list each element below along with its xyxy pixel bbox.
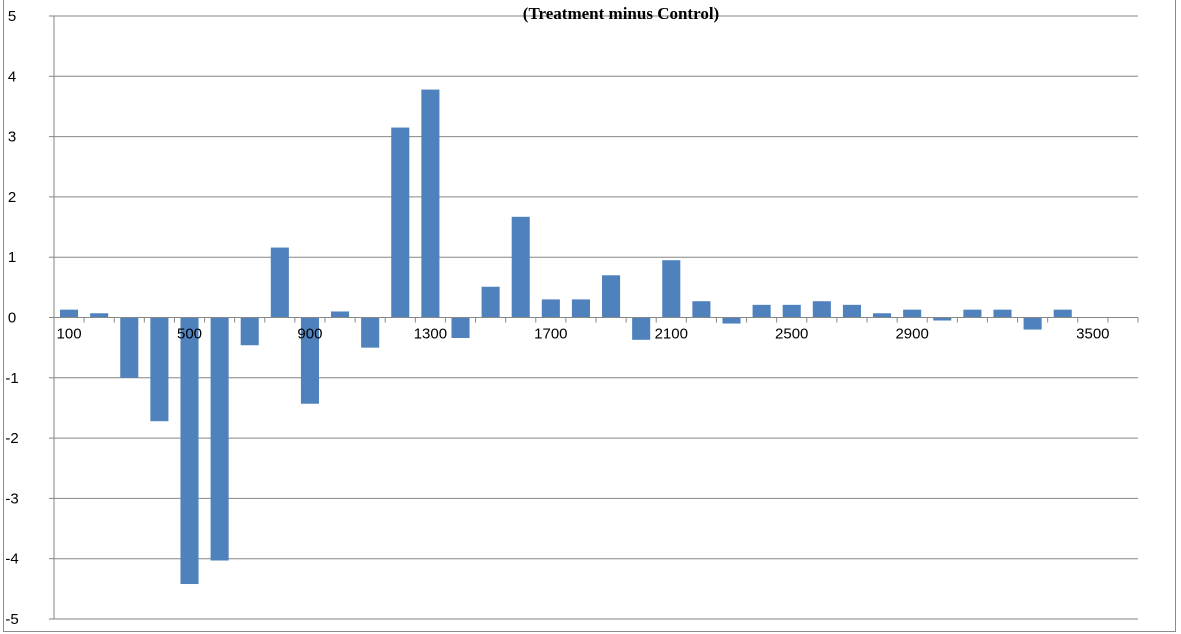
x-tick-label: 3500 (1076, 326, 1109, 343)
bar (481, 286, 500, 318)
x-tick-label: 2500 (775, 326, 808, 343)
bar (511, 216, 530, 318)
bar (602, 275, 621, 318)
x-tick-label: 100 (57, 326, 82, 343)
bar (451, 317, 470, 338)
bars (60, 89, 1072, 585)
tick-labels: 5 4 3 2 1 0 -1 -2 -3 -4 -5 100 500 900 1300 1700 2100 250… (5, 8, 1109, 628)
chart-title: (Treatment minus Control) (523, 4, 719, 23)
bar (812, 301, 831, 318)
bar (993, 309, 1012, 318)
bar (391, 127, 410, 318)
bar (421, 89, 440, 318)
y-tick-label: 1 (8, 249, 16, 266)
y-tick-label: -1 (5, 370, 18, 387)
bar (842, 304, 861, 318)
y-tick-label: -4 (5, 551, 18, 568)
bar (60, 309, 79, 318)
y-tick-label: -2 (5, 430, 18, 447)
bar (933, 317, 952, 321)
bar (571, 299, 590, 318)
bar (963, 309, 982, 318)
y-tick-label: 0 (8, 310, 16, 327)
bar (752, 304, 771, 318)
bar (873, 313, 892, 318)
axes (49, 15, 1139, 620)
bar (632, 317, 651, 340)
bar (90, 313, 109, 318)
bar (903, 309, 922, 318)
bar (361, 317, 380, 348)
bar (782, 304, 801, 318)
bar (662, 260, 681, 318)
bar (150, 317, 169, 422)
bar (240, 317, 259, 346)
gridlines (54, 15, 1138, 560)
y-tick-label: 3 (8, 129, 16, 146)
bar-chart: 5 4 3 2 1 0 -1 -2 -3 -4 -5 100 500 900 1300 1700 2100 250… (5, 4, 1139, 628)
x-tick-label: 500 (177, 326, 202, 343)
bar (1023, 317, 1042, 330)
x-tick-label: 2900 (895, 326, 928, 343)
x-tick-label: 1300 (414, 326, 447, 343)
bar (331, 311, 350, 318)
bar (722, 317, 741, 324)
y-tick-label: 2 (8, 189, 16, 206)
bar (1053, 309, 1072, 318)
bar (692, 301, 711, 318)
x-tick-label: 1700 (534, 326, 567, 343)
y-tick-label: 4 (8, 68, 16, 85)
y-tick-label: 5 (8, 8, 16, 25)
x-tick-label: 2100 (655, 326, 688, 343)
bar (300, 317, 319, 404)
x-tick-label: 900 (297, 326, 322, 343)
bar (180, 317, 199, 585)
y-tick-label: -5 (5, 611, 18, 628)
bar (120, 317, 139, 378)
y-tick-label: -3 (5, 490, 18, 507)
bar (270, 247, 289, 318)
chart-frame: 5 4 3 2 1 0 -1 -2 -3 -4 -5 100 500 900 1300 1700 2100 250… (3, 0, 1176, 632)
bar (210, 317, 229, 561)
bar (541, 299, 560, 318)
